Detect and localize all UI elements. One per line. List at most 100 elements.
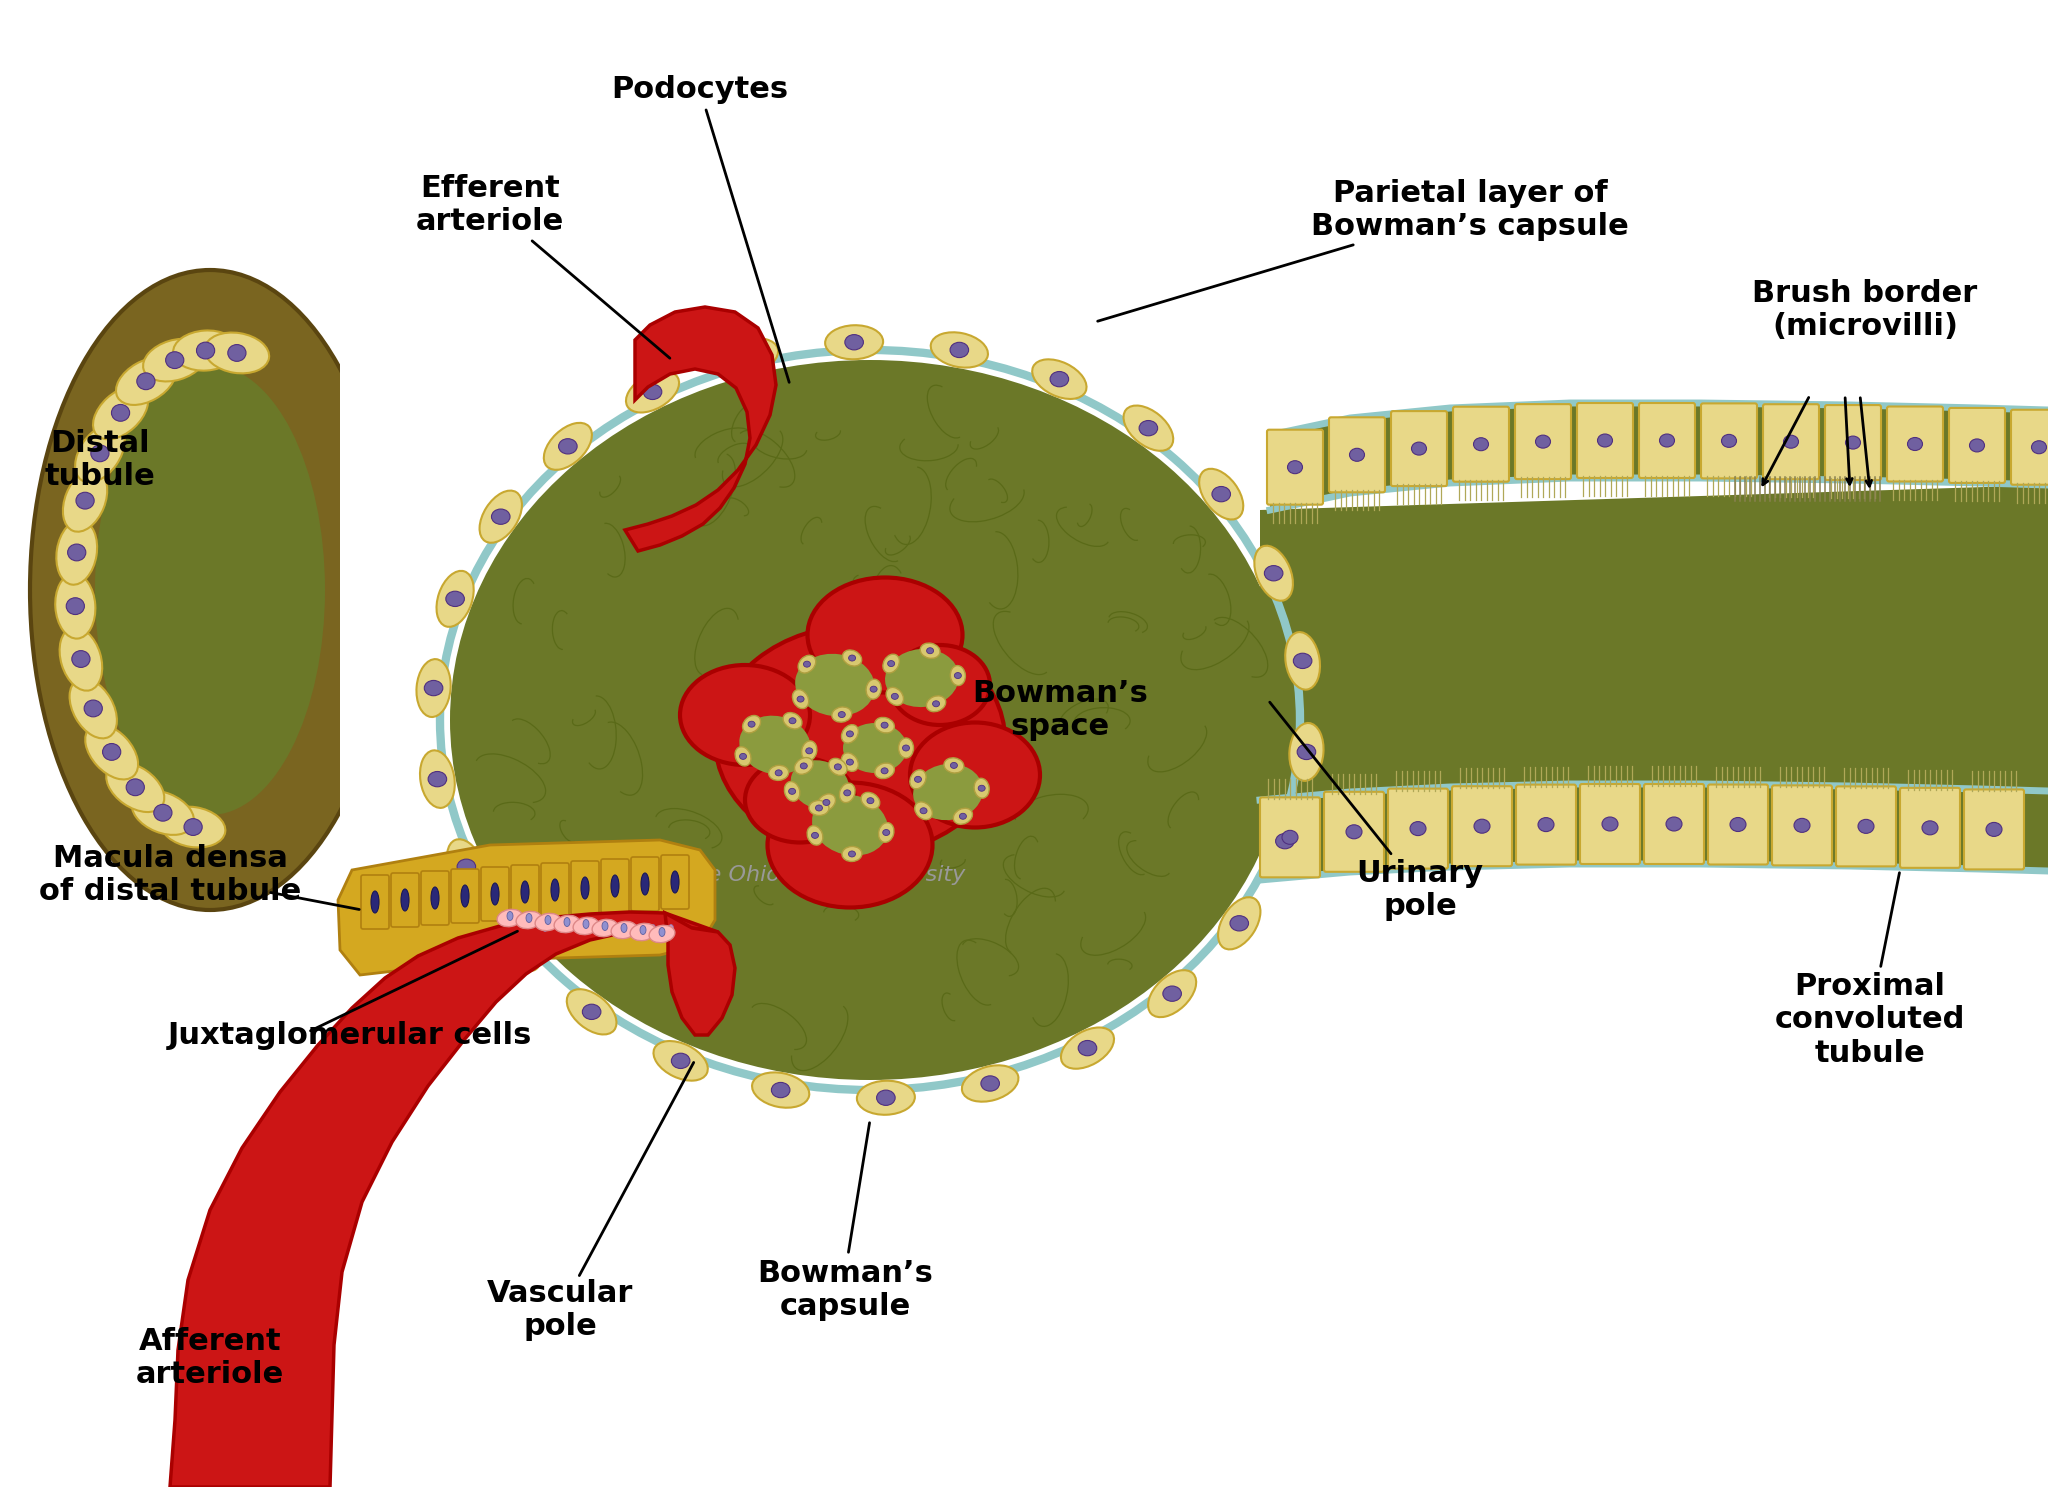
Ellipse shape <box>508 912 512 920</box>
Ellipse shape <box>131 791 195 834</box>
FancyBboxPatch shape <box>600 859 629 913</box>
Ellipse shape <box>805 748 813 754</box>
Ellipse shape <box>741 349 760 364</box>
Ellipse shape <box>950 342 969 357</box>
Ellipse shape <box>84 700 102 717</box>
Ellipse shape <box>891 693 899 699</box>
Ellipse shape <box>903 745 909 751</box>
FancyBboxPatch shape <box>1763 404 1819 479</box>
Ellipse shape <box>573 919 588 937</box>
Ellipse shape <box>1139 421 1157 436</box>
Ellipse shape <box>559 439 578 454</box>
Ellipse shape <box>891 645 989 726</box>
Ellipse shape <box>68 544 86 561</box>
Ellipse shape <box>102 744 121 760</box>
FancyBboxPatch shape <box>1268 430 1323 504</box>
Ellipse shape <box>920 642 940 659</box>
Ellipse shape <box>610 874 618 897</box>
FancyBboxPatch shape <box>360 874 389 929</box>
FancyBboxPatch shape <box>662 855 688 909</box>
Ellipse shape <box>166 352 184 369</box>
Ellipse shape <box>614 925 618 931</box>
Ellipse shape <box>672 1053 690 1069</box>
Ellipse shape <box>401 889 410 912</box>
FancyBboxPatch shape <box>512 865 539 919</box>
Ellipse shape <box>457 859 475 874</box>
Ellipse shape <box>866 680 881 699</box>
FancyBboxPatch shape <box>1516 404 1571 479</box>
Ellipse shape <box>952 809 973 824</box>
Ellipse shape <box>834 764 842 770</box>
FancyBboxPatch shape <box>571 861 598 915</box>
Ellipse shape <box>874 763 895 779</box>
Ellipse shape <box>555 916 580 932</box>
Ellipse shape <box>535 913 561 931</box>
Text: Bowman’s
space: Bowman’s space <box>973 678 1149 742</box>
Ellipse shape <box>510 938 528 953</box>
FancyBboxPatch shape <box>481 867 510 920</box>
Ellipse shape <box>926 648 934 654</box>
Ellipse shape <box>1784 436 1798 448</box>
Ellipse shape <box>55 574 96 638</box>
Polygon shape <box>666 913 735 1035</box>
Ellipse shape <box>1475 819 1491 833</box>
Ellipse shape <box>801 741 817 761</box>
Ellipse shape <box>420 751 455 807</box>
Ellipse shape <box>610 922 637 938</box>
Ellipse shape <box>920 807 928 813</box>
Ellipse shape <box>1282 830 1298 845</box>
Ellipse shape <box>137 373 156 390</box>
Ellipse shape <box>72 651 90 668</box>
Ellipse shape <box>791 760 850 810</box>
Ellipse shape <box>899 738 913 758</box>
Ellipse shape <box>807 825 823 845</box>
Ellipse shape <box>1286 632 1321 690</box>
Ellipse shape <box>197 342 215 358</box>
Ellipse shape <box>1253 546 1292 601</box>
Ellipse shape <box>963 1065 1018 1102</box>
Ellipse shape <box>602 922 608 931</box>
Ellipse shape <box>680 665 811 764</box>
Ellipse shape <box>860 793 881 809</box>
Ellipse shape <box>950 763 956 769</box>
Ellipse shape <box>838 712 846 718</box>
Ellipse shape <box>748 721 756 727</box>
Ellipse shape <box>909 770 926 788</box>
Ellipse shape <box>551 879 559 901</box>
Ellipse shape <box>1970 439 1985 452</box>
Ellipse shape <box>90 445 109 462</box>
Ellipse shape <box>1794 818 1810 833</box>
Ellipse shape <box>461 885 469 907</box>
Ellipse shape <box>950 666 965 686</box>
Ellipse shape <box>205 333 268 373</box>
Ellipse shape <box>870 686 877 691</box>
Ellipse shape <box>584 919 590 928</box>
Ellipse shape <box>592 919 618 937</box>
Ellipse shape <box>492 509 510 525</box>
FancyBboxPatch shape <box>1964 790 2023 870</box>
Ellipse shape <box>1602 816 1618 831</box>
Ellipse shape <box>1409 822 1425 836</box>
Ellipse shape <box>567 989 616 1035</box>
Ellipse shape <box>829 758 848 775</box>
Ellipse shape <box>1294 653 1313 669</box>
Ellipse shape <box>811 794 889 855</box>
Ellipse shape <box>842 724 858 744</box>
Ellipse shape <box>596 925 602 931</box>
Ellipse shape <box>958 813 967 819</box>
Ellipse shape <box>1907 437 1923 451</box>
Ellipse shape <box>2032 440 2046 454</box>
Ellipse shape <box>811 833 819 839</box>
Ellipse shape <box>1124 406 1174 451</box>
Ellipse shape <box>492 883 500 906</box>
Ellipse shape <box>979 785 985 791</box>
Ellipse shape <box>668 925 674 931</box>
Ellipse shape <box>543 925 547 931</box>
Ellipse shape <box>627 372 680 412</box>
Ellipse shape <box>111 404 129 421</box>
FancyBboxPatch shape <box>1389 788 1448 868</box>
FancyBboxPatch shape <box>1329 418 1384 492</box>
Ellipse shape <box>932 700 940 706</box>
Text: Podocytes: Podocytes <box>612 76 788 382</box>
FancyBboxPatch shape <box>1638 403 1696 477</box>
